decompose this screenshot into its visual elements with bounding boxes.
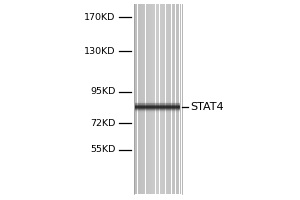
Text: 95KD: 95KD — [90, 88, 116, 97]
Text: 130KD: 130KD — [84, 46, 116, 55]
Bar — [180, 4, 181, 194]
Bar — [139, 4, 140, 194]
Bar — [151, 4, 152, 194]
Bar — [142, 4, 143, 194]
Bar — [141, 4, 142, 194]
Bar — [158, 4, 159, 194]
Bar — [163, 4, 164, 194]
Bar — [164, 4, 165, 194]
Bar — [150, 4, 151, 194]
Bar — [179, 4, 180, 194]
Bar — [177, 4, 178, 194]
Bar — [175, 4, 176, 194]
Bar — [140, 4, 141, 194]
Bar — [169, 4, 170, 194]
Bar — [174, 4, 175, 194]
Bar — [172, 4, 173, 194]
Bar — [134, 4, 135, 194]
Bar — [169, 4, 170, 194]
Bar — [181, 4, 182, 194]
Text: 55KD: 55KD — [90, 146, 116, 154]
Bar — [160, 4, 161, 194]
Bar — [161, 4, 162, 194]
Text: 72KD: 72KD — [90, 118, 116, 128]
Bar — [143, 4, 144, 194]
Bar — [176, 4, 177, 194]
Bar — [171, 4, 172, 194]
Bar — [157, 4, 158, 194]
Bar — [145, 4, 146, 194]
Bar — [170, 4, 171, 194]
Bar — [146, 4, 147, 194]
Bar — [155, 4, 156, 194]
Bar — [137, 4, 138, 194]
Bar — [167, 4, 168, 194]
Bar — [149, 4, 150, 194]
Bar — [173, 4, 174, 194]
Bar — [168, 4, 169, 194]
Bar — [165, 4, 166, 194]
Text: 170KD: 170KD — [84, 12, 116, 21]
Bar — [153, 4, 154, 194]
Bar — [135, 4, 136, 194]
Bar — [144, 4, 145, 194]
Bar — [166, 4, 167, 194]
Bar — [162, 4, 163, 194]
Bar — [154, 4, 155, 194]
Bar — [147, 4, 148, 194]
Bar — [152, 4, 153, 194]
Text: STAT4: STAT4 — [190, 102, 224, 112]
Bar — [138, 4, 139, 194]
Bar — [178, 4, 179, 194]
Bar — [148, 4, 149, 194]
Bar — [136, 4, 137, 194]
Bar — [156, 4, 157, 194]
Bar — [159, 4, 160, 194]
